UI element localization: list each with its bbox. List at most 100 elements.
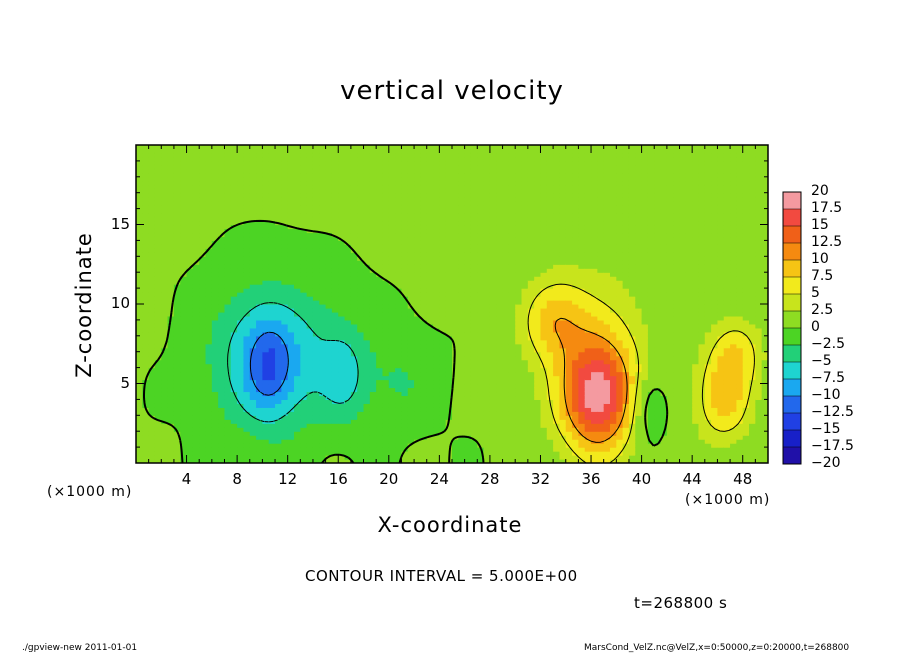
heat-cell [218, 220, 226, 226]
heat-cell [211, 395, 219, 400]
heat-cell [325, 351, 333, 357]
heat-cell [363, 443, 371, 448]
heat-cell [224, 347, 232, 353]
heat-cell [458, 407, 466, 412]
heat-cell [154, 395, 162, 400]
heat-cell [294, 319, 301, 325]
heat-cell [496, 204, 504, 210]
heat-cell [205, 439, 213, 444]
heat-cell [199, 196, 207, 202]
heat-cell [199, 192, 207, 198]
heat-cell [489, 196, 497, 202]
heat-cell [300, 399, 308, 404]
heat-cell [211, 383, 219, 389]
heat-cell [470, 411, 478, 416]
heat-cell [199, 459, 207, 463]
heat-cell [452, 367, 459, 373]
heat-cell [527, 439, 535, 444]
heat-cell [414, 304, 421, 309]
heat-cell [458, 415, 466, 420]
heat-cell [136, 224, 143, 230]
heat-cell [414, 343, 421, 349]
heat-cell [439, 459, 447, 463]
heat-cell [281, 272, 289, 277]
heat-cell [407, 208, 415, 214]
heat-cell [218, 379, 226, 385]
heat-cell [161, 152, 169, 158]
heat-cell [256, 284, 263, 289]
heat-cell [287, 411, 295, 416]
heat-cell [300, 371, 308, 377]
heat-cell [319, 224, 327, 230]
heat-cell [382, 184, 390, 190]
heat-cell [281, 311, 289, 317]
heat-cell [426, 451, 434, 456]
heat-cell [357, 240, 365, 245]
heat-cell [420, 371, 428, 377]
heat-cell [502, 403, 510, 408]
heat-cell [376, 164, 384, 170]
heat-cell [445, 347, 453, 353]
heat-cell [496, 248, 504, 253]
heat-cell [458, 399, 466, 404]
heat-cell [224, 375, 232, 381]
heat-cell [508, 208, 516, 214]
heat-cell [268, 208, 276, 214]
heat-cell [388, 220, 396, 226]
heat-cell [325, 300, 333, 305]
heat-cell [205, 176, 213, 182]
heat-cell [527, 459, 535, 463]
heat-cell [275, 435, 282, 440]
heat-cell [477, 351, 485, 357]
heat-cell [382, 148, 390, 154]
heat-cell [218, 148, 226, 154]
heat-cell [243, 411, 251, 416]
heat-cell [243, 145, 251, 150]
heat-cell [173, 411, 181, 416]
heat-cell [350, 180, 358, 186]
heat-cell [527, 395, 535, 400]
heat-cell [294, 407, 301, 412]
heat-cell [401, 351, 409, 357]
heat-cell [287, 403, 295, 408]
heat-cell [167, 331, 175, 337]
heat-cell [382, 276, 390, 281]
heat-cell [268, 459, 276, 463]
heat-cell [167, 407, 175, 412]
heat-cell [249, 443, 257, 448]
heat-cell [319, 192, 327, 198]
heat-cell [161, 145, 169, 150]
heat-cell [489, 184, 497, 190]
heat-cell [350, 423, 358, 428]
heat-cell [154, 196, 162, 202]
heat-cell [142, 176, 150, 182]
heat-cell [205, 296, 213, 301]
heat-cell [414, 411, 421, 416]
heat-cell [230, 192, 238, 198]
heat-cell [395, 156, 403, 162]
heat-cell [300, 351, 308, 357]
heat-cell [470, 288, 478, 293]
heat-cell [325, 204, 333, 210]
heat-cell [357, 224, 365, 230]
heat-cell [515, 168, 523, 174]
heat-cell [136, 391, 143, 397]
heat-cell [401, 319, 409, 325]
heat-cell [350, 228, 358, 234]
heat-cell [199, 347, 207, 353]
heat-cell [331, 383, 339, 389]
heat-cell [319, 387, 327, 393]
heat-cell [363, 359, 371, 365]
heat-cell [312, 248, 320, 253]
heat-cell [161, 447, 169, 452]
heat-cell [350, 307, 358, 313]
heat-cell [167, 208, 175, 214]
heat-cell [357, 363, 365, 369]
heat-cell [275, 439, 282, 444]
heat-cell [287, 264, 295, 269]
heat-cell [388, 152, 396, 158]
heat-cell [382, 359, 390, 365]
heat-cell [199, 264, 207, 269]
heat-cell [489, 319, 497, 325]
heat-cell [180, 323, 188, 329]
